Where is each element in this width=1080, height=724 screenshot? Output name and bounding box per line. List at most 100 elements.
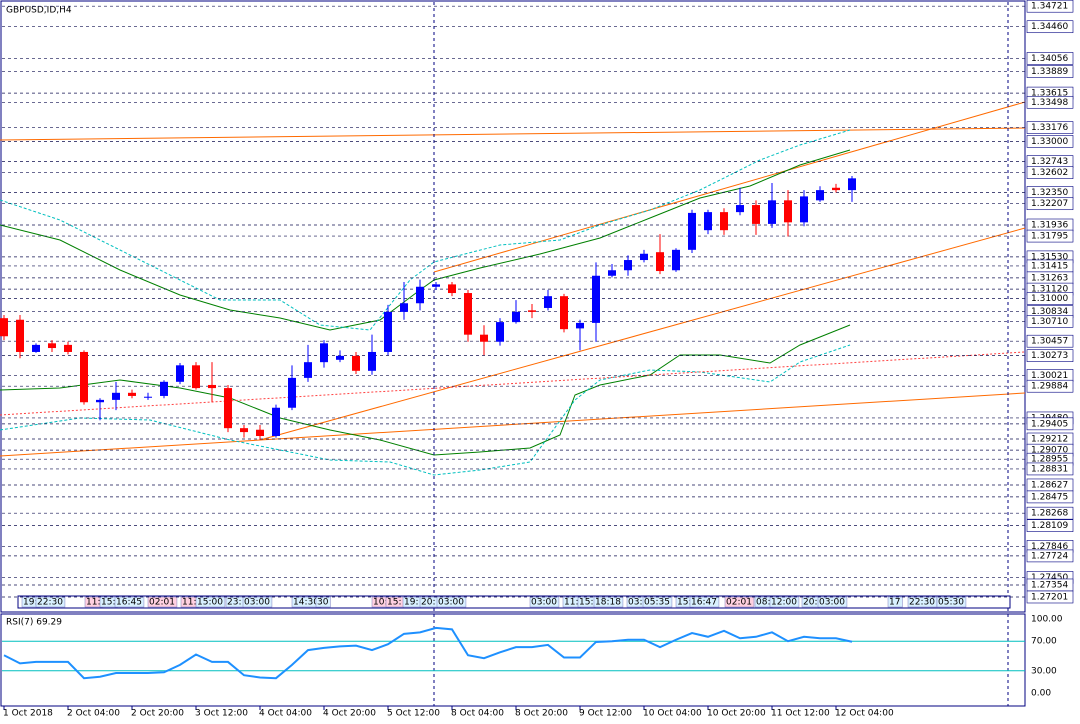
session-box xyxy=(242,596,273,608)
session-label: 15: xyxy=(677,598,691,608)
y-tick-label: 1.31000 xyxy=(1031,294,1068,304)
candle-body xyxy=(704,212,712,231)
session-label: 05:35 xyxy=(644,598,670,608)
x-tick-label: 9 Oct 12:00 xyxy=(579,709,632,719)
session-label: 02:01 xyxy=(149,598,175,608)
y-tick-label: 1.31530 xyxy=(1031,252,1068,262)
x-tick-label: 3 Oct 12:00 xyxy=(195,709,248,719)
candle-body xyxy=(16,319,24,352)
y-tick-label: 1.30457 xyxy=(1031,337,1068,347)
trend-line xyxy=(0,392,1026,457)
session-label: 17 xyxy=(889,598,900,608)
session-box xyxy=(724,596,755,608)
session-label: 23: xyxy=(227,598,241,608)
session-label: 15: xyxy=(101,598,115,608)
candle-body xyxy=(720,212,728,231)
candle-body xyxy=(272,407,280,437)
candle-body xyxy=(752,205,760,224)
candle-body xyxy=(416,286,424,304)
band-lower xyxy=(0,324,851,456)
candle-body xyxy=(688,212,696,250)
y-tick-label: 1.31795 xyxy=(1031,232,1068,242)
session-label: 16:47 xyxy=(691,598,717,608)
y-tick-box xyxy=(1026,65,1074,78)
y-tick-label: 1.29884 xyxy=(1031,382,1068,392)
indicators xyxy=(0,2,1026,706)
y-tick-label: 1.30273 xyxy=(1031,351,1068,361)
y-tick-label: 1.27450 xyxy=(1031,573,1068,583)
candle-body xyxy=(448,284,456,294)
session-box xyxy=(195,596,226,608)
candle-body xyxy=(336,355,344,360)
candle-body xyxy=(496,322,504,342)
session-label: 05:30 xyxy=(938,598,964,608)
y-tick-label: 1.28955 xyxy=(1031,455,1068,465)
session-label: 16:45 xyxy=(116,598,142,608)
y-tick-label: 1.29405 xyxy=(1031,419,1068,429)
y-tick-label: 1.33498 xyxy=(1031,98,1068,108)
session-label: 19: xyxy=(404,598,418,608)
y-tick-label: 30.00 xyxy=(1031,666,1057,676)
session-label: 19: xyxy=(23,598,37,608)
candle-body xyxy=(48,343,56,349)
y-tick-label: 1.27354 xyxy=(1031,580,1068,590)
rsi-label: RSI(7) 69.29 xyxy=(6,618,62,628)
y-tick-label: 1.32350 xyxy=(1031,188,1068,198)
y-tick-box xyxy=(1026,349,1074,362)
y-tick-label: 1.34056 xyxy=(1031,54,1068,64)
y-tick-label: 1.29070 xyxy=(1031,446,1068,456)
y-tick-label: 1.30021 xyxy=(1031,371,1068,381)
session-label: 03:00 xyxy=(531,598,557,608)
trend-line xyxy=(0,127,1026,141)
x-tick-label: 10 Oct 20:00 xyxy=(707,709,766,719)
candle-body xyxy=(560,296,568,330)
y-tick-label: 1.27201 xyxy=(1031,592,1068,602)
y-tick-label: 1.33000 xyxy=(1031,137,1068,147)
session-label: 12:00 xyxy=(771,598,797,608)
y-tick-label: 1.31120 xyxy=(1031,285,1068,295)
candle-body xyxy=(400,303,408,312)
y-tick-label: 1.34721 xyxy=(1031,2,1068,12)
y-tick-label: 1.28831 xyxy=(1031,464,1068,474)
y-tick-box xyxy=(1026,292,1074,305)
session-label: 03: xyxy=(628,598,642,608)
y-tick-box xyxy=(1026,462,1074,476)
candle-body xyxy=(640,253,648,261)
session-label: 02:01 xyxy=(726,598,752,608)
candle-body xyxy=(320,343,328,363)
candle-body xyxy=(208,384,216,389)
y-tick-box xyxy=(1026,506,1074,520)
x-tick-label: 2 Oct 20:00 xyxy=(131,709,184,719)
session-label: 03:00 xyxy=(438,598,464,608)
y-tick-box xyxy=(1026,135,1074,148)
session-label: 03:00 xyxy=(819,598,845,608)
session-label: 20: xyxy=(803,598,817,608)
y-tick-label: 1.31936 xyxy=(1031,221,1068,231)
y-tick-label: 1.33615 xyxy=(1031,89,1068,99)
candle-body xyxy=(480,334,488,342)
x-tick-label: 4 Oct 04:00 xyxy=(259,709,312,719)
y-tick-box xyxy=(1026,334,1074,348)
candle-body xyxy=(80,351,88,403)
y-tick-label: 1.28475 xyxy=(1031,492,1068,502)
y-tick-box xyxy=(1026,197,1074,211)
y-tick-box xyxy=(1026,229,1074,243)
candle-body xyxy=(544,296,552,308)
candle-body xyxy=(112,392,120,400)
ma-line xyxy=(0,351,1026,416)
candle-body xyxy=(288,377,296,408)
session-box xyxy=(436,596,467,608)
y-tick-label: 0.00 xyxy=(1031,688,1051,698)
candle-body xyxy=(240,428,248,433)
session-label: 20: xyxy=(421,598,435,608)
y-tick-box xyxy=(1026,166,1074,179)
session-box xyxy=(147,596,178,608)
y-tick-box xyxy=(1026,590,1074,604)
candle-body xyxy=(816,190,824,201)
session-label: 11: xyxy=(564,598,578,608)
session-box xyxy=(887,596,903,608)
y-tick-box xyxy=(1026,490,1074,504)
x-tick-label: 1 Oct 2018 xyxy=(3,709,53,719)
y-tick-label: 1.30710 xyxy=(1031,317,1068,327)
